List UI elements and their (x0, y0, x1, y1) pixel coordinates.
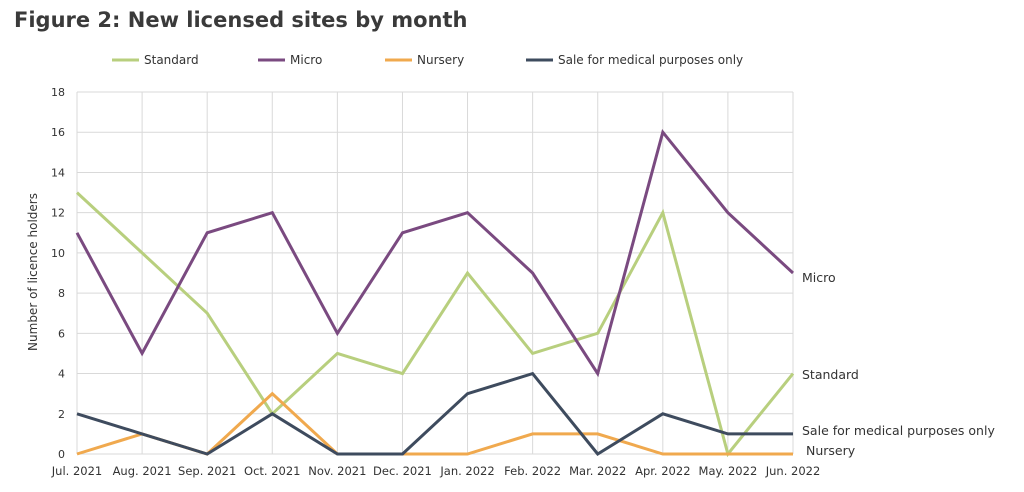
legend-label-micro: Micro (290, 53, 322, 67)
y-tick-label: 4 (58, 368, 65, 381)
y-tick-label: 6 (58, 327, 65, 340)
x-tick-label: Jun. 2022 (765, 464, 821, 478)
y-tick-label: 18 (51, 86, 65, 99)
x-tick-label: Nov. 2021 (308, 464, 366, 478)
end-label-micro: Micro (802, 270, 836, 285)
y-tick-label: 2 (58, 408, 65, 421)
y-tick-label: 12 (51, 207, 65, 220)
x-axis-ticks: Jul. 2021 Aug. 2021 Sep. 2021 Oct. 2021 Nov.… (51, 464, 821, 478)
x-tick-label: Apr. 2022 (635, 464, 690, 478)
y-tick-label: 0 (58, 448, 65, 461)
figure-title: Figure 2: New licensed sites by month (14, 8, 468, 32)
series-line-sale-for-medical-purposes-only (76, 371, 793, 456)
x-tick-label: May. 2022 (699, 464, 758, 478)
y-tick-label: 8 (58, 287, 65, 300)
legend-label-sale-for-medical-purposes-only: Sale for medical purposes only (558, 53, 743, 67)
series-line-standard (75, 191, 795, 458)
x-tick-label: Dec. 2021 (373, 464, 432, 478)
x-tick-label: Jul. 2021 (51, 464, 102, 478)
y-tick-label: 16 (51, 126, 65, 139)
x-tick-label: Feb. 2022 (504, 464, 561, 478)
x-tick-label: Oct. 2021 (244, 464, 300, 478)
series-line-micro (75, 128, 795, 378)
chart-series (75, 128, 795, 458)
x-tick-label: Mar. 2022 (569, 464, 626, 478)
y-axis-ticks: 0 2 4 6 8 10 12 14 16 18 (51, 86, 65, 461)
x-tick-label: Sep. 2021 (178, 464, 236, 478)
y-axis-label: Number of licence holders (26, 193, 40, 351)
series-end-labels: Standard Micro Nursery Sale for medical pur… (802, 270, 995, 458)
x-tick-label: Aug. 2021 (113, 464, 172, 478)
legend-label-standard: Standard (144, 53, 199, 67)
y-tick-label: 10 (51, 247, 65, 260)
chart-legend: Standard Micro Nursery Sale for medical pur… (112, 53, 743, 67)
legend-label-nursery: Nursery (417, 53, 464, 67)
y-tick-label: 14 (51, 166, 65, 179)
end-label-nursery: Nursery (806, 443, 856, 458)
end-label-standard: Standard (802, 367, 859, 382)
x-tick-label: Jan. 2022 (439, 464, 494, 478)
end-label-sale-for-medical-purposes-only: Sale for medical purposes only (802, 423, 995, 438)
